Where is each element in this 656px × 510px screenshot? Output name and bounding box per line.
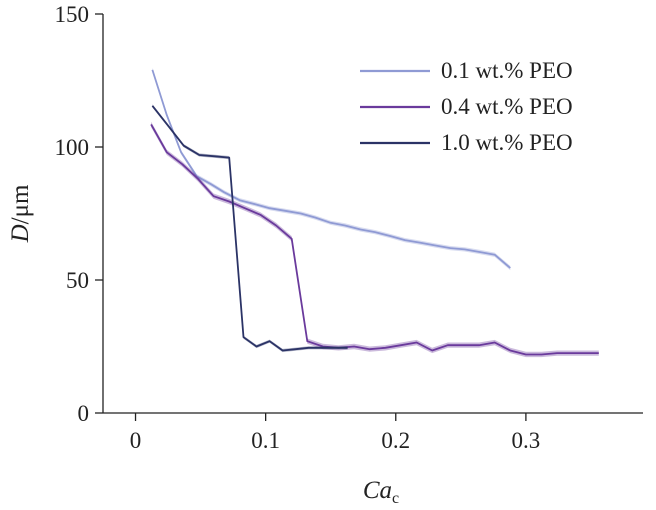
series-line	[151, 105, 348, 352]
legend-item: 0.1 wt.% PEO	[360, 58, 573, 83]
series-line	[150, 123, 599, 356]
series-band	[152, 67, 511, 271]
x-tick-label: 0	[130, 428, 142, 453]
series-line	[151, 69, 511, 269]
series-band	[152, 104, 348, 353]
legend-item: 0.4 wt.% PEO	[360, 94, 573, 119]
legend-item: 1.0 wt.% PEO	[360, 130, 573, 155]
series-3	[151, 104, 348, 353]
x-tick-label: 0.3	[512, 428, 541, 453]
x-axis-title: Cac	[363, 477, 399, 507]
y-tick-label: 150	[55, 2, 90, 27]
legend-label: 0.4 wt.% PEO	[441, 94, 573, 119]
series-1	[151, 67, 511, 271]
plot-area	[150, 67, 599, 358]
axes: 0 50 100 150 0 0.1 0.2 0.3	[55, 2, 643, 453]
y-axis-title: D/μm	[7, 184, 34, 243]
series-2	[150, 121, 599, 358]
x-tick-label: 0.1	[251, 428, 280, 453]
legend: 0.1 wt.% PEO 0.4 wt.% PEO 1.0 wt.% PEO	[360, 58, 573, 155]
x-tick-label: 0.2	[381, 428, 410, 453]
legend-label: 0.1 wt.% PEO	[441, 58, 573, 83]
y-tick-label: 0	[78, 401, 90, 426]
y-tick-label: 100	[55, 135, 90, 160]
legend-label: 1.0 wt.% PEO	[441, 130, 573, 155]
y-tick-label: 50	[66, 268, 89, 293]
axis-titles: Cac D/μm	[7, 184, 399, 507]
